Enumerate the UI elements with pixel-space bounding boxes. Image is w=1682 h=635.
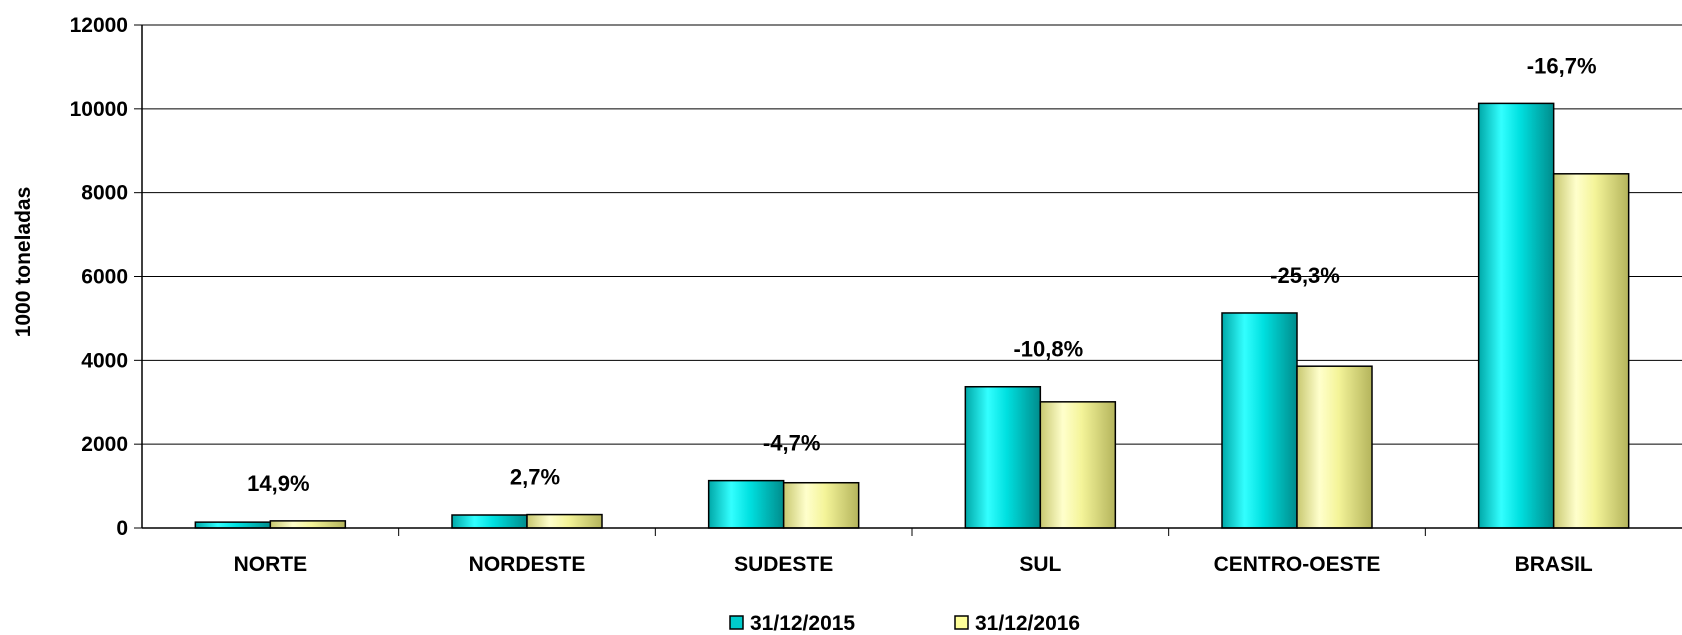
gridlines [142, 24, 1682, 445]
percent-change-labels: 14,9% 2,7% -4,7% -10,8% -25,3% -16,7% [247, 53, 1596, 495]
percent-change-label: -4,7% [763, 431, 820, 456]
y-tick-label: 8000 [81, 182, 128, 205]
legend-label: 31/12/2016 [975, 612, 1080, 635]
bar-sul-series-2 [1039, 401, 1117, 529]
y-axis-ticks: 0 2000 4000 6000 8000 10000 12000 [70, 14, 142, 540]
y-axis-title: 1000 toneladas [12, 187, 35, 338]
legend-swatch [729, 615, 744, 630]
bar-brasil-series-2 [1552, 173, 1630, 529]
bar-centro-oeste-series-2 [1296, 365, 1373, 529]
category-label: SUL [1019, 553, 1061, 576]
category-label: NORTE [234, 553, 308, 576]
y-tick-label: 0 [116, 517, 128, 540]
bar-sudeste-series-2 [782, 481, 860, 529]
bar-norte-series-2 [269, 520, 347, 529]
percent-change-label: -25,3% [1270, 263, 1340, 288]
percent-change-label: -16,7% [1527, 53, 1597, 78]
bar-sul-series-1 [964, 385, 1042, 529]
percent-change-label: -10,8% [1013, 337, 1083, 362]
bar-norte-series-1 [194, 521, 272, 529]
percent-change-label: 14,9% [247, 471, 309, 496]
category-label: BRASIL [1515, 553, 1593, 576]
bars [194, 102, 1630, 529]
bar-sudeste-series-1 [707, 479, 785, 529]
y-tick-label: 6000 [81, 266, 128, 289]
legend-label: 31/12/2015 [750, 612, 855, 635]
bar-nordeste-series-2 [526, 513, 603, 529]
y-tick-label: 12000 [70, 14, 128, 37]
bar-brasil-series-1 [1477, 102, 1555, 529]
y-tick-label: 4000 [81, 349, 128, 372]
bar-nordeste-series-1 [451, 514, 528, 529]
bar-centro-oeste-series-1 [1221, 312, 1298, 529]
legend: 31/12/2015 31/12/2016 [729, 612, 1080, 635]
category-label: CENTRO-OESTE [1214, 553, 1381, 576]
y-tick-label: 10000 [70, 98, 128, 121]
category-label: SUDESTE [734, 553, 833, 576]
axes [141, 25, 1682, 536]
legend-swatch [954, 615, 969, 630]
category-labels: NORTE NORDESTE SUDESTE SUL CENTRO-OESTE BRASI… [234, 553, 1593, 576]
percent-change-label: 2,7% [510, 465, 560, 490]
y-tick-label: 2000 [81, 433, 128, 456]
category-label: NORDESTE [469, 553, 586, 576]
